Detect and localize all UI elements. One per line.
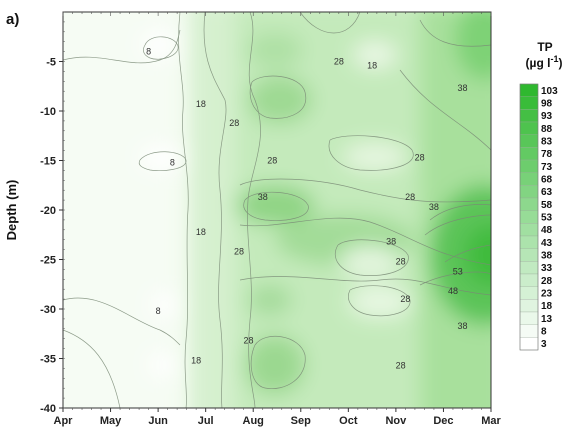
x-tick-label: Oct (339, 415, 358, 427)
legend-label: 88 (541, 124, 553, 135)
contour-label: 28 (415, 153, 425, 163)
contour-label: 28 (396, 360, 406, 370)
x-tick-label: Nov (385, 415, 407, 427)
legend-label: 78 (541, 149, 553, 160)
contour-label: 8 (156, 306, 161, 316)
legend-swatch (519, 210, 539, 224)
x-tick-label: Jun (148, 415, 168, 427)
contour-label: 28 (400, 294, 410, 304)
contour-field (63, 12, 491, 408)
contour-label: 28 (229, 118, 239, 128)
legend-label: 33 (541, 263, 553, 274)
contour-label: 18 (191, 355, 201, 365)
legend-label: 93 (541, 111, 553, 122)
legend-swatch (519, 96, 539, 110)
legend-swatch (519, 197, 539, 211)
contour-label: 38 (457, 83, 467, 93)
legend-label: 68 (541, 175, 553, 186)
contour-label: 38 (258, 192, 268, 202)
legend-label: 63 (541, 187, 553, 198)
contour-label: 38 (386, 237, 396, 247)
contour-label: 48 (448, 286, 458, 296)
legend-swatch (519, 261, 539, 275)
x-tick-label: Jul (198, 415, 214, 427)
x-tick-label: May (100, 415, 122, 427)
contour-label: 28 (405, 192, 415, 202)
contour-label: 8 (170, 157, 175, 167)
y-tick-label: -30 (40, 304, 56, 316)
legend-title-line1: TP (537, 40, 552, 54)
contour-label: 18 (196, 99, 206, 109)
y-tick-label: -25 (40, 255, 56, 267)
legend-swatch (519, 223, 539, 237)
legend-frame (519, 83, 539, 351)
contour-label: 18 (367, 60, 377, 70)
contour-label: 38 (429, 202, 439, 212)
legend-swatch (519, 134, 539, 148)
legend-swatches: 1039893888378736863585348433833282318138… (519, 83, 558, 351)
legend-label: 18 (541, 301, 553, 312)
y-tick-label: -40 (40, 403, 56, 415)
y-tick-label: -5 (46, 57, 56, 69)
legend-label: 53 (541, 213, 553, 224)
y-tick-label: -20 (40, 205, 56, 217)
legend-swatch (519, 337, 539, 351)
legend-title-unit: (µg l (526, 56, 551, 70)
legend: TP (µg l-1) 1039893888378736863585348433… (519, 40, 562, 351)
y-tick-label: -15 (40, 156, 56, 168)
legend-swatch (519, 109, 539, 123)
contour-label: 28 (234, 247, 244, 257)
legend-label: 103 (541, 86, 558, 97)
legend-swatch (519, 324, 539, 338)
legend-label: 23 (541, 289, 553, 300)
panel-label: a) (6, 11, 19, 28)
contour-label: 28 (243, 336, 253, 346)
contour-label: 8 (146, 47, 151, 57)
legend-swatch (519, 185, 539, 199)
contour-label: 53 (453, 266, 463, 276)
contour-label: 18 (196, 227, 206, 237)
legend-swatch (519, 147, 539, 161)
legend-label: 98 (541, 99, 553, 110)
legend-label: 58 (541, 200, 553, 211)
legend-label: 28 (541, 276, 553, 287)
legend-swatch (519, 273, 539, 287)
legend-swatch (519, 121, 539, 135)
contour-label: 28 (334, 56, 344, 66)
legend-label: 38 (541, 251, 553, 262)
y-tick-label: -35 (40, 354, 56, 366)
legend-title-line2: (µg l-1) (526, 54, 562, 70)
legend-swatch (519, 286, 539, 300)
legend-label: 83 (541, 137, 553, 148)
x-tick-label: Aug (243, 415, 264, 427)
legend-label: 48 (541, 225, 553, 236)
y-axis: -5 -10 -15 -20 -25 -30 -35 -40 (40, 11, 65, 415)
contour-label: 38 (457, 321, 467, 331)
x-tick-label: Apr (54, 415, 74, 427)
x-tick-label: Mar (481, 415, 501, 427)
x-tick-label: Sep (291, 415, 311, 427)
legend-label: 3 (541, 339, 547, 350)
legend-swatch (519, 172, 539, 186)
legend-swatch (519, 235, 539, 249)
legend-title-close: ) (558, 56, 562, 70)
y-axis-title: Depth (m) (4, 180, 19, 241)
legend-swatch (519, 299, 539, 313)
legend-swatch (519, 159, 539, 173)
legend-swatch (519, 248, 539, 262)
legend-swatch (519, 311, 539, 325)
legend-title-sup: -1 (550, 54, 558, 64)
x-axis: Apr May Jun Jul Aug Sep Oct Nov Dec Mar (54, 12, 501, 427)
legend-swatch (519, 83, 539, 97)
contour-label: 28 (267, 155, 277, 165)
legend-label: 43 (541, 238, 553, 249)
x-tick-label: Dec (433, 415, 453, 427)
legend-label: 8 (541, 327, 547, 338)
legend-label: 73 (541, 162, 553, 173)
legend-label: 13 (541, 314, 553, 325)
contour-label: 28 (396, 256, 406, 266)
y-tick-label: -10 (40, 106, 56, 118)
